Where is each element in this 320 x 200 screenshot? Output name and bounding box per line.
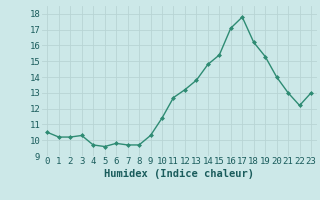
X-axis label: Humidex (Indice chaleur): Humidex (Indice chaleur) — [104, 169, 254, 179]
